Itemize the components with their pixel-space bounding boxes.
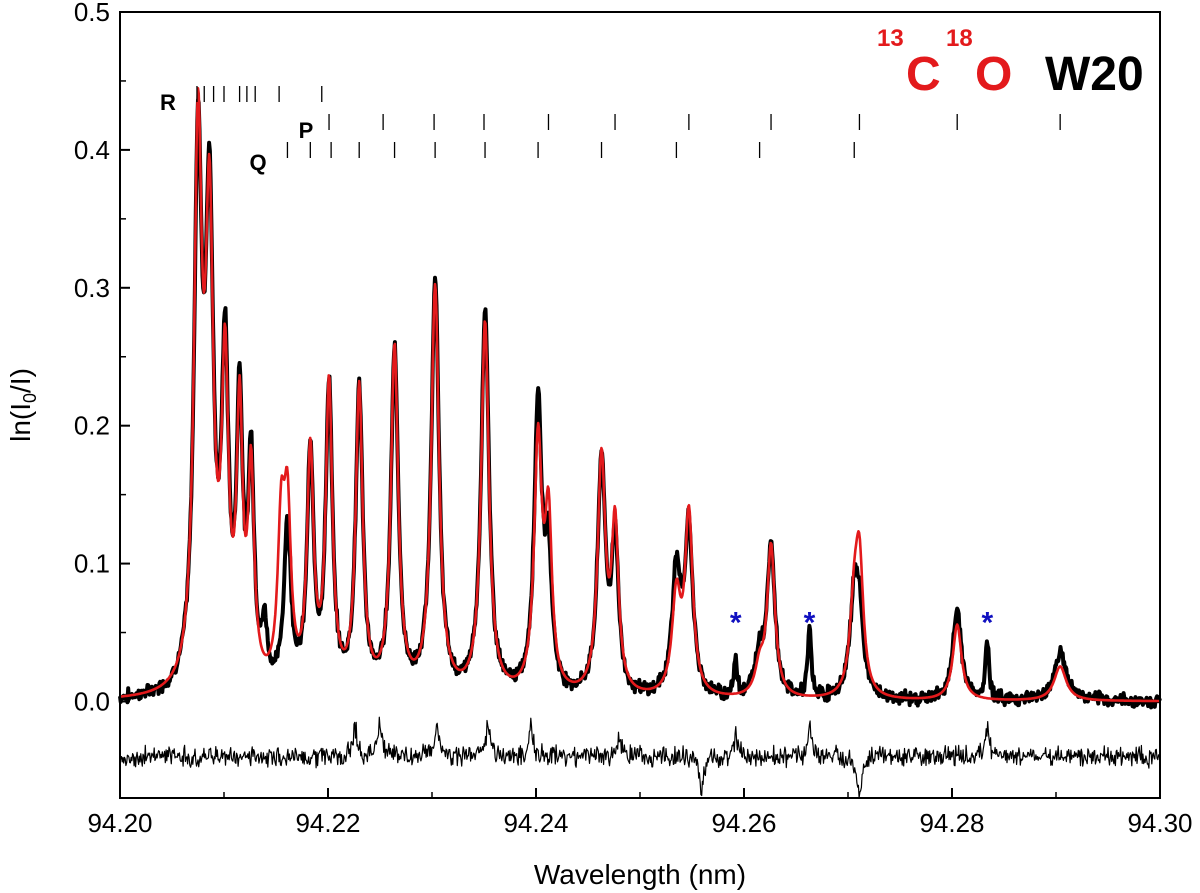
x-axis-title: Wavelength (nm) <box>534 859 746 890</box>
y-axis-title: ln(I0/I) <box>5 368 40 442</box>
x-tick-label: 94.24 <box>503 808 568 838</box>
x-tick-label: 94.30 <box>1127 808 1192 838</box>
x-axis: 94.20 94.22 94.24 94.26 94.28 94.30 <box>87 788 1193 838</box>
y-axis-title-main: ln(I <box>5 403 36 442</box>
star-markers: * * * <box>730 607 994 640</box>
isotope-symbol-o: O <box>975 48 1012 101</box>
x-tick-label: 94.22 <box>295 808 360 838</box>
isotope-superscript-13: 13 <box>877 25 904 52</box>
x-tick-label: 94.28 <box>919 808 984 838</box>
band-label: W20 <box>1045 48 1144 101</box>
y-tick-label: 0.4 <box>74 135 110 165</box>
branch-line-markers: R P Q <box>160 86 1061 175</box>
y-axis-title-tail: /I) <box>5 368 36 393</box>
y-tick-label: 0.1 <box>74 549 110 579</box>
y-axis-title-subscript: 0 <box>20 393 40 403</box>
branch-label-p: P <box>299 118 314 143</box>
isotope-symbol-c: C <box>906 48 941 101</box>
branch-label-r: R <box>160 90 176 115</box>
y-tick-label: 0.5 <box>74 0 110 27</box>
x-tick-label: 94.26 <box>711 808 776 838</box>
series-measured-line <box>118 98 1162 710</box>
star-marker: * <box>730 607 742 640</box>
star-marker: * <box>804 607 816 640</box>
series-residual-line <box>119 716 1161 799</box>
plot-curves <box>118 87 1162 799</box>
series-fit-line <box>119 87 1161 703</box>
y-tick-label: 0.3 <box>74 273 110 303</box>
isotope-annotation: 13 C 18 O W20 <box>877 25 1144 101</box>
y-tick-label: 0.0 <box>74 686 110 716</box>
star-marker: * <box>982 607 994 640</box>
branch-label-q: Q <box>249 150 266 175</box>
x-tick-label: 94.20 <box>87 808 152 838</box>
y-tick-label: 0.2 <box>74 411 110 441</box>
y-axis: 0.0 0.1 0.2 0.3 0.4 0.5 <box>74 0 130 716</box>
isotope-superscript-18: 18 <box>946 25 973 52</box>
